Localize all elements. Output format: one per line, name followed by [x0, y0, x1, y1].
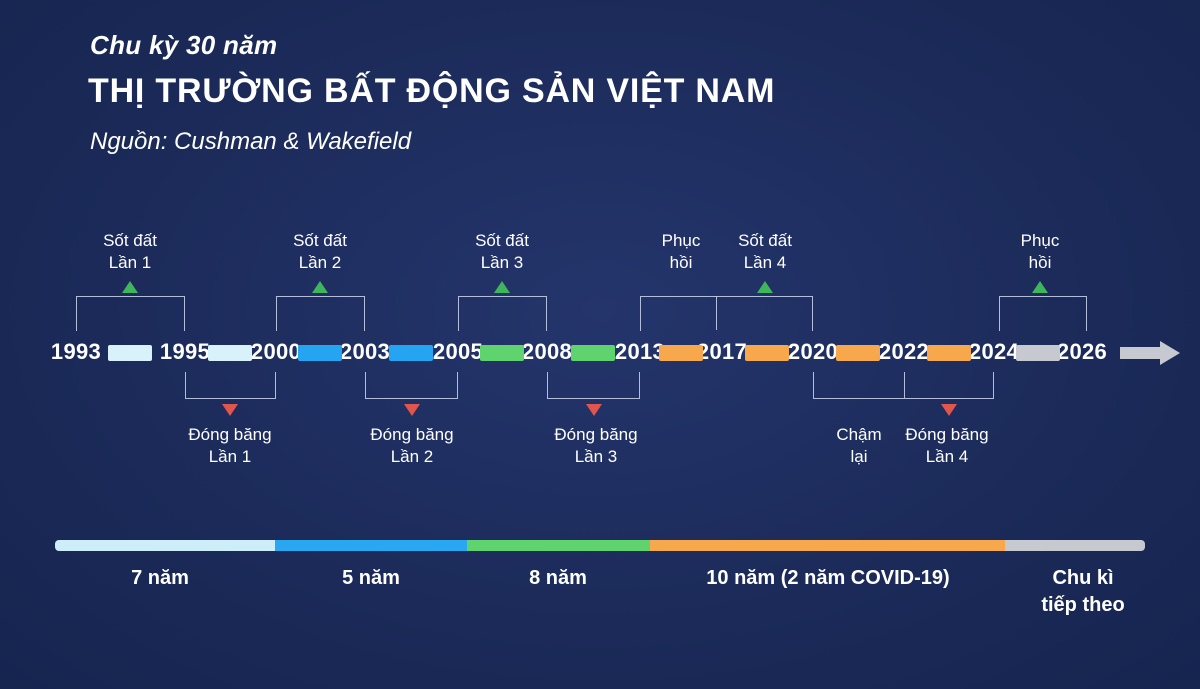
timeline-segment — [571, 345, 615, 361]
bracket — [640, 296, 813, 331]
timeline-segment — [927, 345, 971, 361]
down-triangle-icon — [222, 404, 238, 416]
duration-bar-segment-5-nam — [275, 540, 467, 551]
timeline-arrow-icon — [1160, 341, 1180, 365]
up-triangle-icon — [757, 281, 773, 293]
year-label: 2005 — [432, 339, 484, 364]
bracket-divider — [716, 296, 717, 330]
down-triangle-icon — [404, 404, 420, 416]
year-label: 1995 — [159, 339, 211, 364]
timeline-segment — [745, 345, 789, 361]
year-label: 2026 — [1056, 339, 1108, 364]
bracket — [76, 296, 185, 331]
bracket — [458, 296, 547, 331]
bracket — [999, 296, 1087, 331]
recovery-label-1: Phục hồi — [661, 231, 701, 273]
boom-label-4: Sốt đất Lần 4 — [738, 231, 792, 273]
freeze-label-3: Đóng băng Lần 3 — [554, 425, 638, 467]
freeze-label-4: Đóng băng Lần 4 — [905, 425, 989, 467]
duration-bar — [55, 540, 1145, 551]
timeline-segment — [659, 345, 703, 361]
duration-bar-segment-next — [1005, 540, 1145, 551]
year-label: 1993 — [50, 339, 102, 364]
boom-label-2: Sốt đất Lần 2 — [293, 231, 347, 273]
bracket — [185, 372, 276, 399]
cycle-subtitle: Chu kỳ 30 năm — [90, 30, 278, 60]
bracket — [365, 372, 458, 399]
slowdown-label: Chậm lại — [836, 425, 882, 467]
year-label: 2022 — [878, 339, 930, 364]
year-label: 2017 — [696, 339, 748, 364]
year-label: 2000 — [250, 339, 302, 364]
up-triangle-icon — [494, 281, 510, 293]
timeline-segment — [389, 345, 433, 361]
year-label: 2003 — [339, 339, 391, 364]
duration-label-5-nam: 5 năm — [342, 567, 400, 589]
boom-label-1: Sốt đất Lần 1 — [103, 231, 157, 273]
timeline-segment — [1016, 345, 1060, 361]
duration-bar-segment-7-nam — [55, 540, 275, 551]
timeline-segment — [208, 345, 252, 361]
duration-label-next: Chu kì tiếp theo — [1041, 567, 1125, 616]
year-label: 2008 — [521, 339, 573, 364]
timeline-segment — [836, 345, 880, 361]
timeline-segment — [480, 345, 524, 361]
bracket — [813, 372, 994, 399]
year-label: 2013 — [614, 339, 666, 364]
page-title: THỊ TRƯỜNG BẤT ĐỘNG SẢN VIỆT NAM — [88, 72, 776, 110]
up-triangle-icon — [122, 281, 138, 293]
timeline-segment — [108, 345, 152, 361]
bracket — [276, 296, 365, 331]
bracket — [547, 372, 640, 399]
duration-label-10-nam: 10 năm (2 năm COVID-19) — [706, 567, 950, 589]
year-label: 2024 — [968, 339, 1020, 364]
boom-label-3: Sốt đất Lần 3 — [475, 231, 529, 273]
source-credit: Nguồn: Cushman & Wakefield — [90, 128, 412, 155]
timeline-arrow-icon — [1120, 347, 1160, 359]
recovery-label-2: Phục hồi — [1020, 231, 1060, 273]
duration-bar-segment-10-nam — [650, 540, 1005, 551]
bracket-divider — [904, 372, 905, 398]
duration-label-8-nam: 8 năm — [529, 567, 587, 589]
duration-label-7-nam: 7 năm — [131, 567, 189, 589]
up-triangle-icon — [312, 281, 328, 293]
freeze-label-2: Đóng băng Lần 2 — [370, 425, 454, 467]
up-triangle-icon — [1032, 281, 1048, 293]
down-triangle-icon — [941, 404, 957, 416]
duration-bar-segment-8-nam — [467, 540, 650, 551]
year-label: 2020 — [787, 339, 839, 364]
down-triangle-icon — [586, 404, 602, 416]
timeline-segment — [298, 345, 342, 361]
freeze-label-1: Đóng băng Lần 1 — [188, 425, 272, 467]
